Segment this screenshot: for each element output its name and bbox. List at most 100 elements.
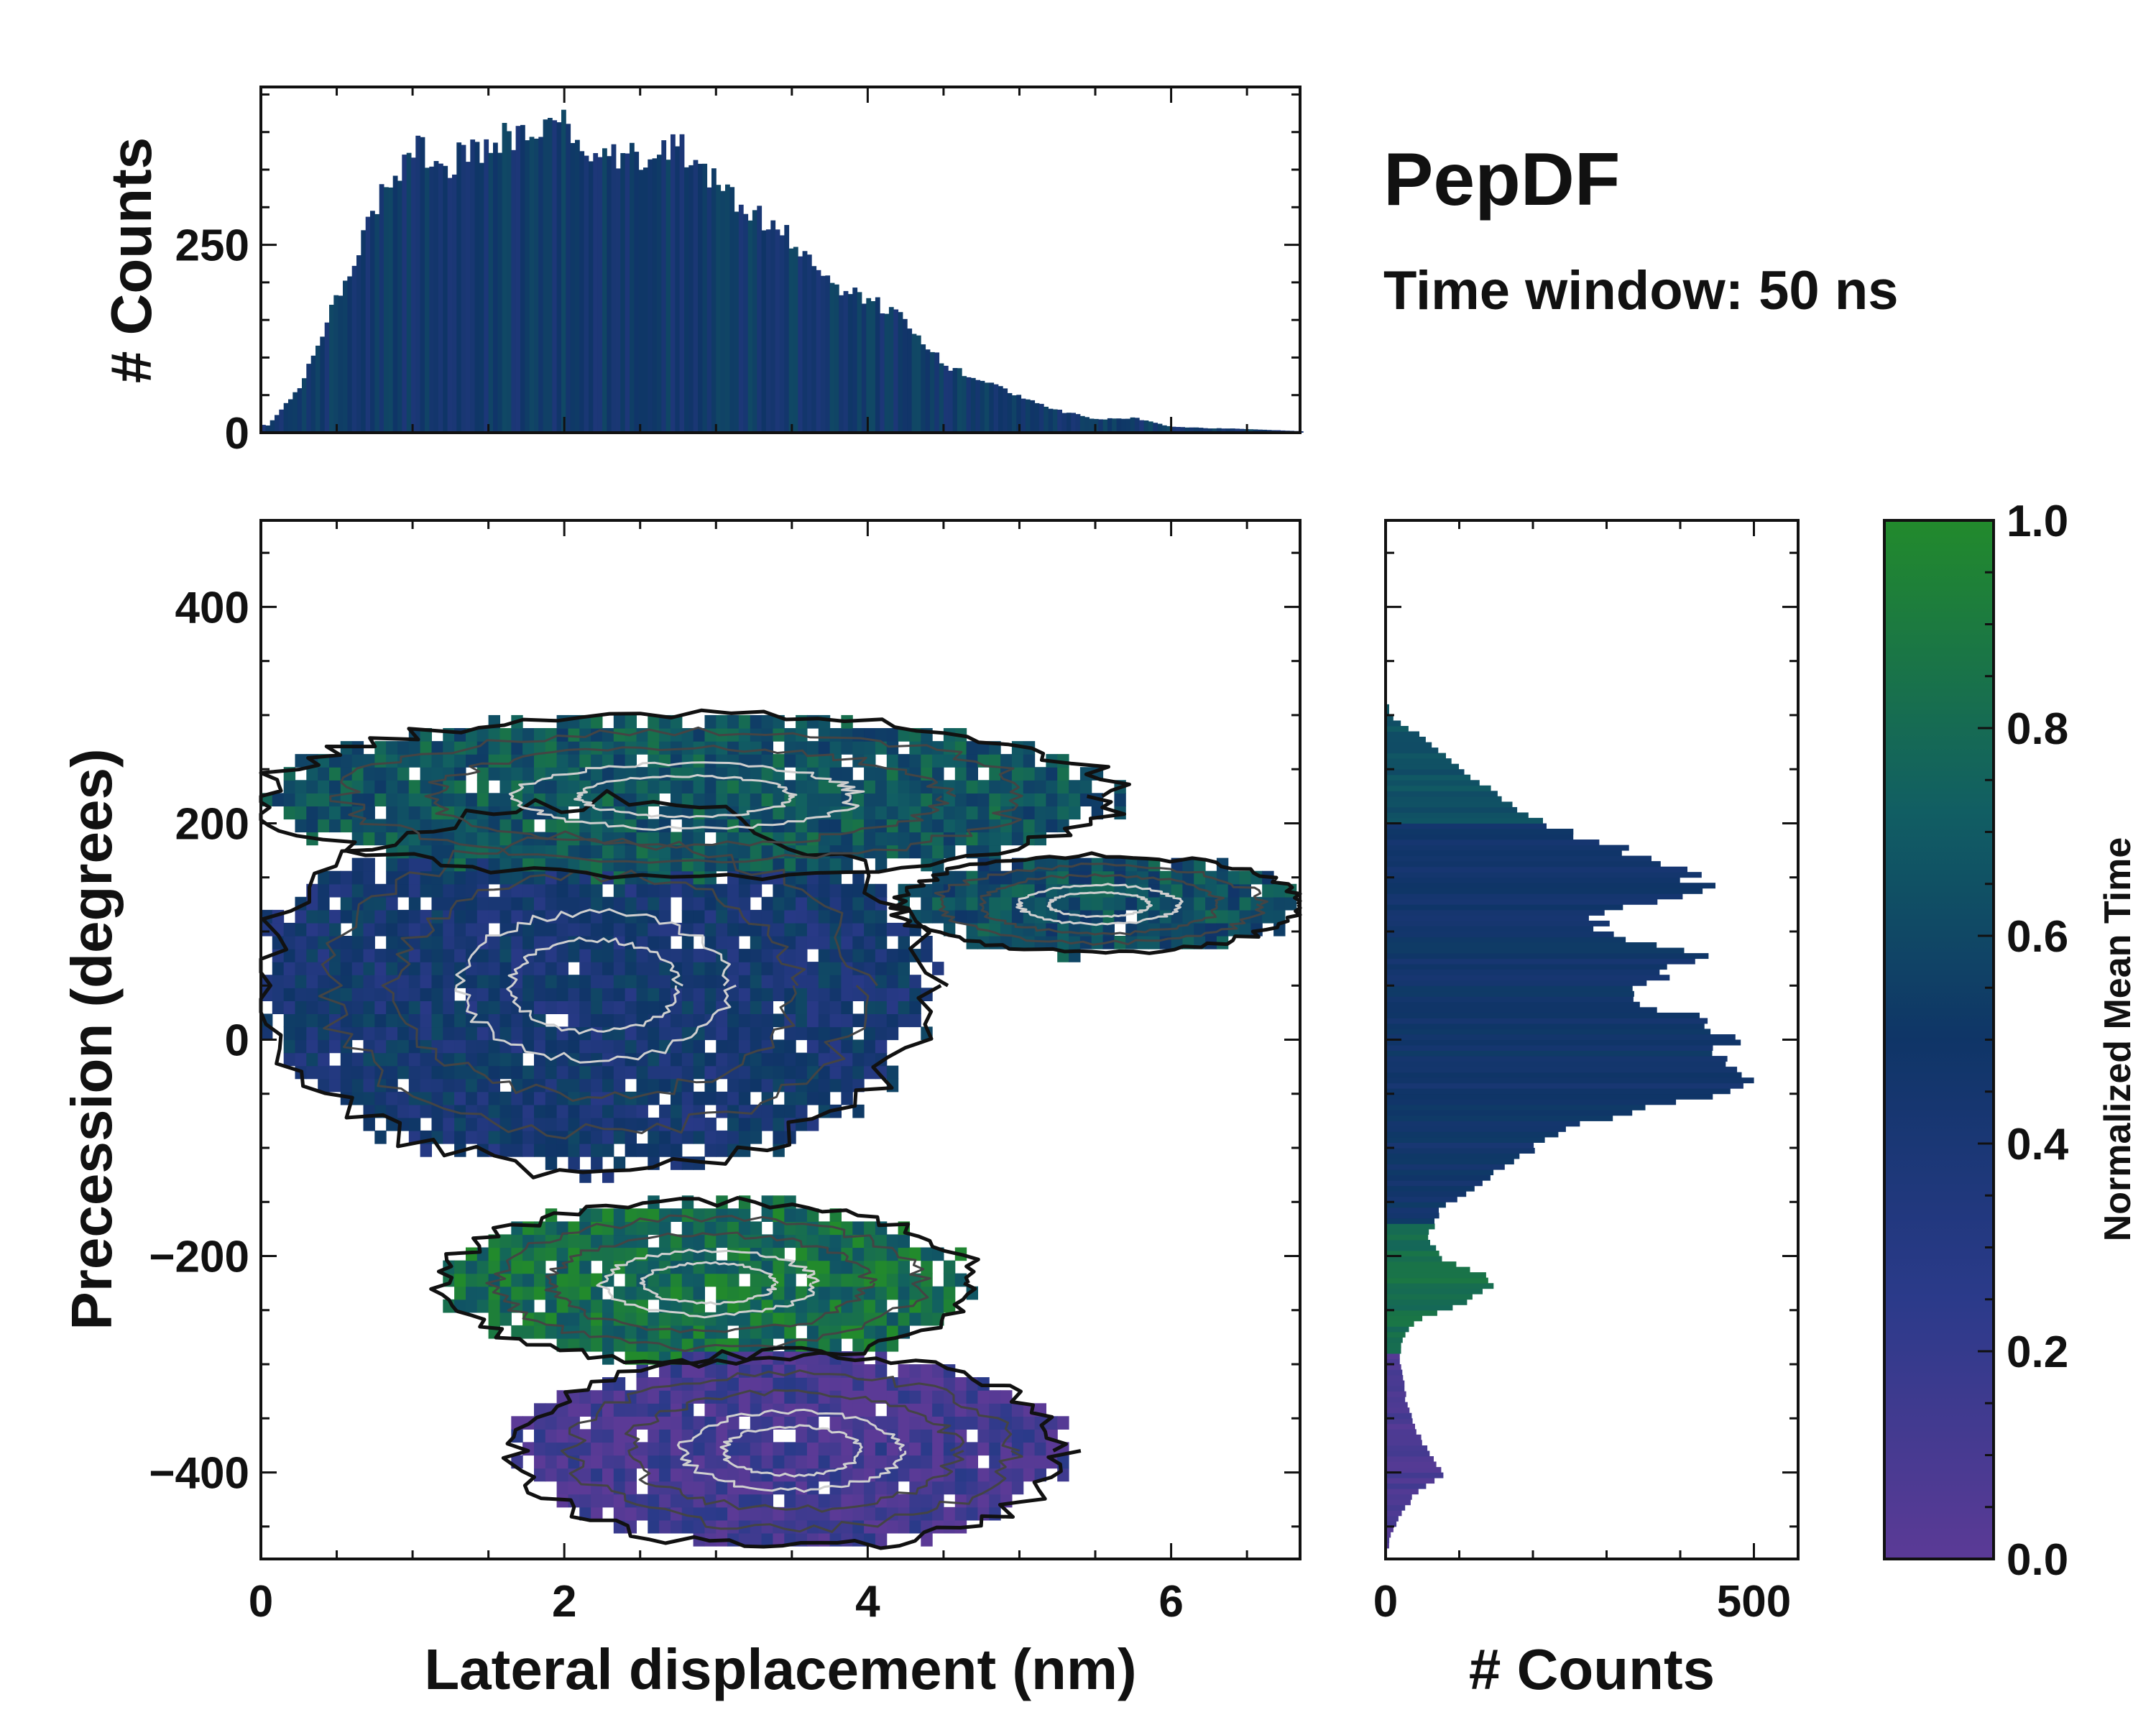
colorbar-label: Normalized Mean Time [2097,837,2139,1242]
heatmap-cell [1057,780,1069,794]
heatmap-cell [295,1039,307,1054]
heatmap-cell [738,832,751,846]
heatmap-cell [522,1104,535,1118]
heatmap-cell [750,1052,763,1067]
heatmap-cell [898,1390,910,1404]
top-histogram-bar [1089,418,1095,433]
heatmap-cell [386,1039,398,1054]
heatmap-cell [875,962,888,975]
heatmap-cell [829,1455,842,1469]
right-histogram-bar [1386,1039,1741,1046]
right-histogram-bar [1386,1315,1423,1322]
heatmap-cell [761,1078,773,1092]
contour-line [1046,891,1153,919]
heatmap-cell [784,1208,796,1222]
heatmap-cell [681,1416,694,1430]
top-histogram-bar [966,377,972,433]
right-histogram-bar [1386,1050,1713,1057]
heatmap-cell [806,1455,819,1469]
heatmap-cell [806,883,819,898]
heatmap-cell [921,1260,933,1274]
heatmap-cell [875,1026,888,1041]
heatmap-cell [397,1104,410,1118]
right-histogram-bar [1386,774,1471,781]
heatmap-cell [431,754,443,768]
heatmap-cell [476,1117,489,1131]
heatmap-cell [659,1390,671,1404]
heatmap-cell [272,962,285,975]
heatmap-cell [784,1104,796,1118]
heatmap-cell [921,1299,933,1313]
right-histogram-bar [1386,1375,1404,1381]
heatmap-cell [932,1416,944,1430]
heatmap-cell [681,780,694,794]
heatmap-cell [750,1506,763,1521]
heatmap-cell [636,988,648,1001]
heatmap-cell [909,1364,921,1378]
heatmap-cell [522,1234,535,1248]
heatmap-cell [909,1442,921,1456]
heatmap-cell [511,1144,523,1157]
heatmap-cell [420,767,432,781]
heatmap-cell [591,883,603,898]
heatmap-cell [796,1481,808,1495]
heatmap-cell [716,1273,728,1287]
heatmap-cell [841,1390,853,1404]
heatmap-cell [829,1506,842,1521]
heatmap-cell [1023,909,1036,924]
top-histogram-bar [347,276,353,433]
heatmap-cell [693,1519,705,1534]
heatmap-cell [374,949,387,962]
heatmap-cell [374,1039,387,1054]
heatmap-cell [1000,832,1013,846]
top-histogram-bar [829,282,835,433]
heatmap-cell [659,1416,671,1430]
heatmap-cell [909,754,921,768]
contour-line [544,1231,877,1333]
heatmap-cell [784,1052,796,1067]
right-histogram-bars [1386,704,1754,1549]
heatmap-cell [761,975,773,988]
heatmap-cells [261,714,1297,1547]
right-histogram-bar [1386,796,1502,802]
heatmap-cell [773,1455,785,1469]
heatmap-cell [727,1519,740,1534]
heatmap-cell [875,819,888,833]
heatmap-cell [556,962,568,975]
top-ytick-label: 250 [175,221,249,271]
top-histogram-bar [793,247,798,433]
heatmap-cell [499,949,512,962]
top-histogram-bar [397,180,402,433]
heatmap-cell [886,1260,899,1274]
heatmap-cell [545,819,558,833]
heatmap-cell [852,909,865,924]
heatmap-cell [374,832,387,846]
heatmap-cell [613,1299,626,1313]
heatmap-cell [568,975,580,988]
heatmap-cell [648,754,660,768]
heatmap-cell [522,1130,535,1144]
top-histogram-bar [1161,425,1167,433]
heatmap-cell [648,1247,660,1261]
heatmap-cell [329,922,341,937]
heatmap-cell [671,1429,683,1443]
heatmap-cell [602,1169,614,1183]
heatmap-cell [625,1039,637,1054]
heatmap-cell [954,806,967,820]
heatmap-cell [613,949,626,962]
heatmap-cell [818,1377,831,1391]
heatmap-cell [806,741,819,755]
heatmap-cell [1057,896,1069,911]
heatmap-cell [886,1416,899,1430]
heatmap-cell [363,1026,375,1041]
heatmap-cell [476,1130,489,1144]
heatmap-cell [727,922,740,937]
right-histogram-bar [1386,834,1574,840]
heatmap-cell [579,1403,591,1417]
top-histogram-bar [770,220,776,433]
right-histogram-bar [1386,817,1543,824]
top-histogram-bar [488,152,494,433]
contour-line [424,745,957,849]
heatmap-cell [351,975,364,988]
right-histogram-bar [1386,1499,1411,1506]
